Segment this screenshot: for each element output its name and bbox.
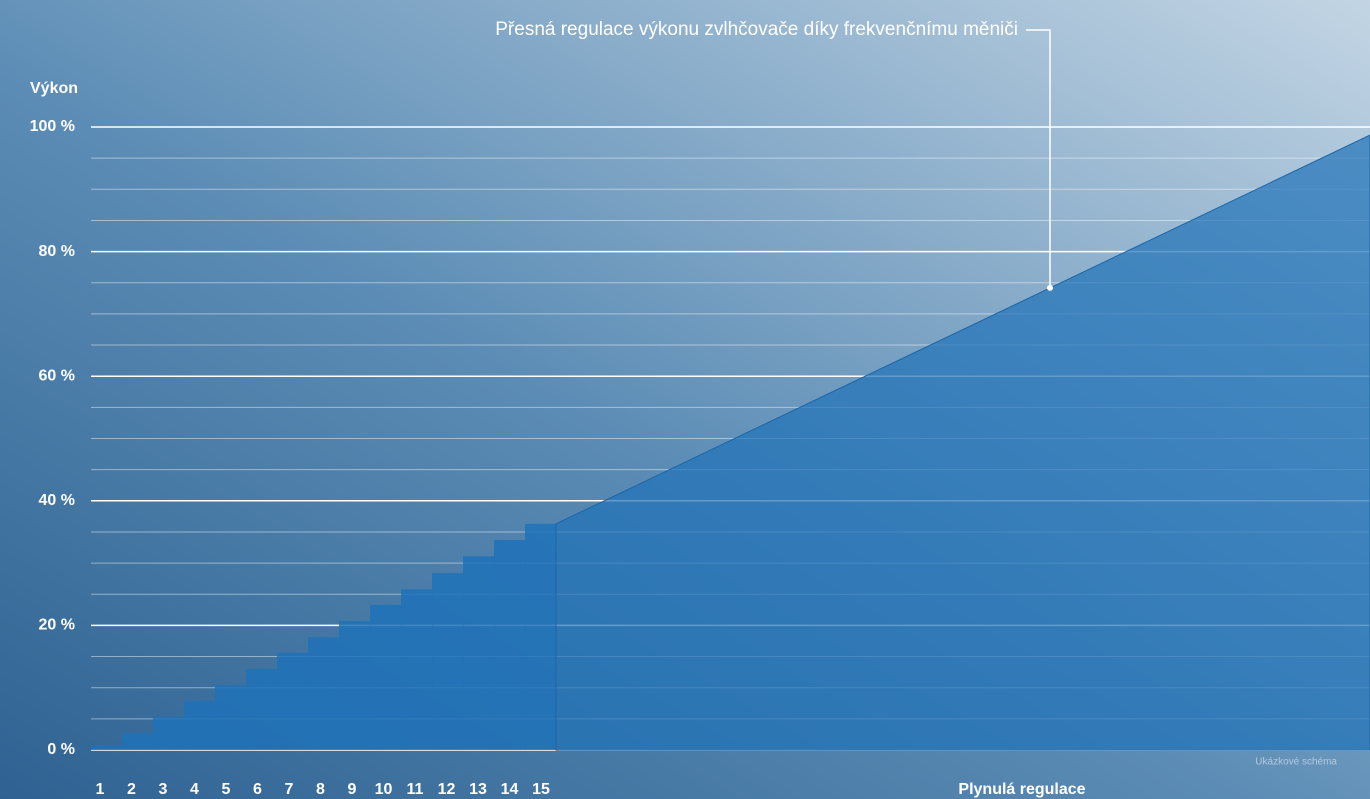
- x-tick-label: 7: [285, 781, 294, 798]
- x-tick-label: 2: [127, 781, 136, 798]
- step: [277, 652, 309, 750]
- y-tick-label: 40 %: [39, 492, 75, 509]
- continuous-area: [555, 134, 1370, 751]
- x-tick-label: 8: [316, 781, 325, 798]
- step: [494, 540, 526, 750]
- x-tick-label: 1: [96, 781, 105, 798]
- y-tick-label: 60 %: [39, 367, 75, 384]
- step: [401, 589, 433, 750]
- step: [525, 523, 557, 750]
- y-tick-label: 0 %: [47, 741, 75, 758]
- annotation-dot: [1047, 284, 1053, 291]
- x-tick-label: 12: [438, 781, 456, 798]
- step: [432, 573, 464, 750]
- step: [184, 700, 216, 750]
- x-tick-label: 3: [159, 781, 168, 798]
- x-tick-label: 4: [190, 781, 199, 798]
- step: [463, 556, 495, 750]
- y-axis-label: Výkon: [30, 80, 78, 97]
- step: [339, 621, 371, 750]
- x-tick-label: 5: [222, 781, 231, 798]
- x-axis-label: Plynulá regulace: [958, 781, 1085, 798]
- note: Ukázkové schéma: [1255, 757, 1337, 768]
- step: [246, 669, 278, 750]
- y-tick-label: 100 %: [30, 118, 75, 135]
- step: [370, 604, 402, 750]
- x-tick-label: 6: [253, 781, 262, 798]
- step: [122, 733, 154, 750]
- x-tick-label: 11: [407, 781, 424, 798]
- step: [215, 685, 247, 750]
- step: [308, 637, 340, 750]
- x-tick-label: 10: [375, 781, 393, 798]
- y-tick-label: 80 %: [39, 243, 75, 260]
- step: [153, 716, 185, 750]
- annotation: Přesná regulace výkonu zvlhčovače díky f…: [495, 19, 1018, 40]
- x-tick-label: 9: [348, 781, 357, 798]
- step: [91, 745, 123, 750]
- x-tick-label: 15: [532, 781, 550, 798]
- x-tick-label: 14: [501, 781, 519, 798]
- x-tick-label: 13: [469, 781, 487, 798]
- y-tick-label: 20 %: [39, 617, 75, 634]
- annotation-leader: [1026, 29, 1051, 288]
